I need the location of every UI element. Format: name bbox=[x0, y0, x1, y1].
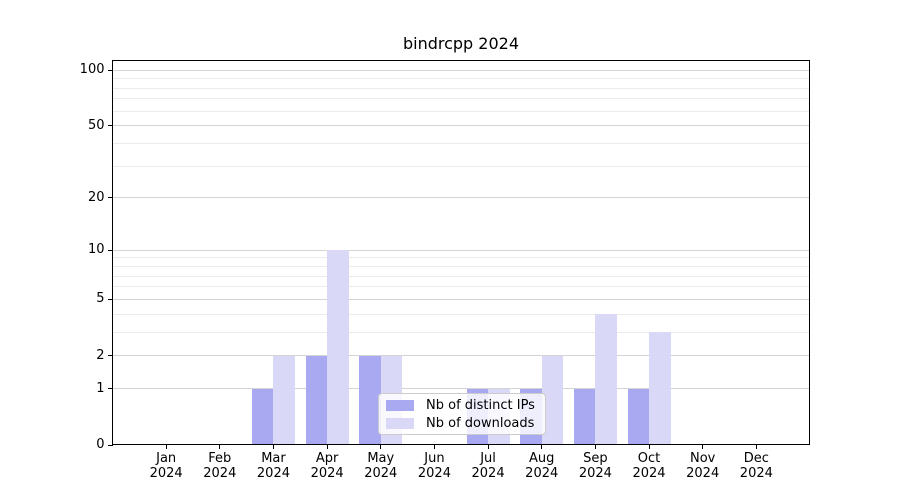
y-tick-mark bbox=[107, 197, 113, 199]
x-tick-label: Apr 2024 bbox=[310, 451, 344, 481]
legend-label-downloads: Nb of downloads bbox=[426, 415, 535, 431]
grid-line-minor bbox=[112, 331, 810, 333]
grid-line-major bbox=[112, 197, 810, 199]
legend-label-distinct-ips: Nb of distinct IPs bbox=[426, 397, 535, 413]
x-tick-mark bbox=[272, 445, 274, 449]
legend-swatch-downloads bbox=[386, 417, 414, 429]
x-tick-mark bbox=[594, 445, 596, 449]
bar-distinct-ips bbox=[359, 355, 381, 445]
bar-distinct-ips bbox=[251, 388, 274, 445]
x-tick-mark bbox=[648, 445, 650, 449]
y-tick-label: 20 bbox=[87, 189, 105, 205]
x-tick-mark bbox=[433, 445, 435, 449]
y-tick-mark bbox=[107, 69, 113, 71]
bar-distinct-ips bbox=[573, 388, 596, 445]
y-tick-mark bbox=[107, 444, 113, 446]
grid-line-major bbox=[112, 249, 810, 251]
legend: Nb of distinct IPs Nb of downloads bbox=[378, 393, 546, 435]
x-tick-label: Aug 2024 bbox=[525, 451, 559, 481]
x-tick-mark bbox=[487, 445, 489, 449]
x-tick-mark bbox=[380, 445, 382, 449]
x-tick-label: Mar 2024 bbox=[256, 451, 290, 481]
grid-line-minor bbox=[112, 110, 810, 112]
legend-swatch-distinct-ips bbox=[386, 399, 414, 411]
y-tick-mark bbox=[107, 388, 113, 390]
legend-item-downloads: Nb of downloads bbox=[386, 416, 538, 431]
grid-line-minor bbox=[112, 275, 810, 277]
legend-item-distinct-ips: Nb of distinct IPs bbox=[386, 398, 538, 413]
y-tick-label: 50 bbox=[87, 117, 105, 133]
x-tick-mark bbox=[219, 445, 221, 449]
chart-title: bindrcpp 2024 bbox=[402, 34, 520, 53]
bar-downloads bbox=[649, 332, 671, 445]
x-tick-mark bbox=[702, 445, 704, 449]
grid-line-minor bbox=[112, 78, 810, 80]
y-tick-mark bbox=[107, 125, 113, 127]
y-tick-mark bbox=[107, 355, 113, 357]
x-tick-label: Dec 2024 bbox=[739, 451, 773, 481]
bar-distinct-ips bbox=[305, 355, 328, 445]
bar-downloads bbox=[595, 314, 617, 445]
bar-downloads bbox=[541, 355, 564, 445]
grid-line-major bbox=[112, 388, 810, 390]
x-tick-label: Oct 2024 bbox=[632, 451, 666, 481]
grid-line-minor bbox=[112, 257, 810, 259]
bar-downloads bbox=[273, 355, 295, 445]
x-tick-label: May 2024 bbox=[364, 451, 398, 481]
x-tick-label: Jul 2024 bbox=[471, 451, 505, 481]
grid-line-minor bbox=[112, 87, 810, 89]
grid-line-minor bbox=[112, 165, 810, 167]
grid-line-minor bbox=[112, 142, 810, 144]
x-tick-label: Feb 2024 bbox=[203, 451, 237, 481]
bar-downloads bbox=[327, 250, 349, 445]
grid-line-minor bbox=[112, 313, 810, 315]
y-tick-label: 5 bbox=[96, 291, 105, 307]
grid-line-minor bbox=[112, 266, 810, 268]
grid-line-major bbox=[112, 298, 810, 300]
grid-line-major bbox=[112, 69, 810, 71]
y-tick-label: 0 bbox=[96, 437, 105, 452]
grid-line-major bbox=[112, 355, 810, 357]
y-tick-label: 10 bbox=[87, 242, 105, 258]
grid-line-major bbox=[112, 125, 810, 127]
y-tick-mark bbox=[107, 298, 113, 300]
x-tick-mark bbox=[326, 445, 328, 449]
x-tick-mark bbox=[165, 445, 167, 449]
y-tick-mark bbox=[107, 249, 113, 251]
x-tick-mark bbox=[541, 445, 543, 449]
x-tick-label: Jun 2024 bbox=[417, 451, 451, 481]
x-tick-mark bbox=[755, 445, 757, 449]
x-tick-label: Nov 2024 bbox=[686, 451, 720, 481]
x-tick-label: Jan 2024 bbox=[149, 451, 183, 481]
bar-distinct-ips bbox=[627, 388, 650, 445]
y-tick-label: 1 bbox=[96, 380, 105, 396]
grid-line-minor bbox=[112, 286, 810, 288]
y-tick-label: 2 bbox=[96, 347, 105, 363]
y-tick-label: 100 bbox=[79, 62, 105, 78]
x-tick-label: Sep 2024 bbox=[578, 451, 612, 481]
grid-line-minor bbox=[112, 98, 810, 100]
